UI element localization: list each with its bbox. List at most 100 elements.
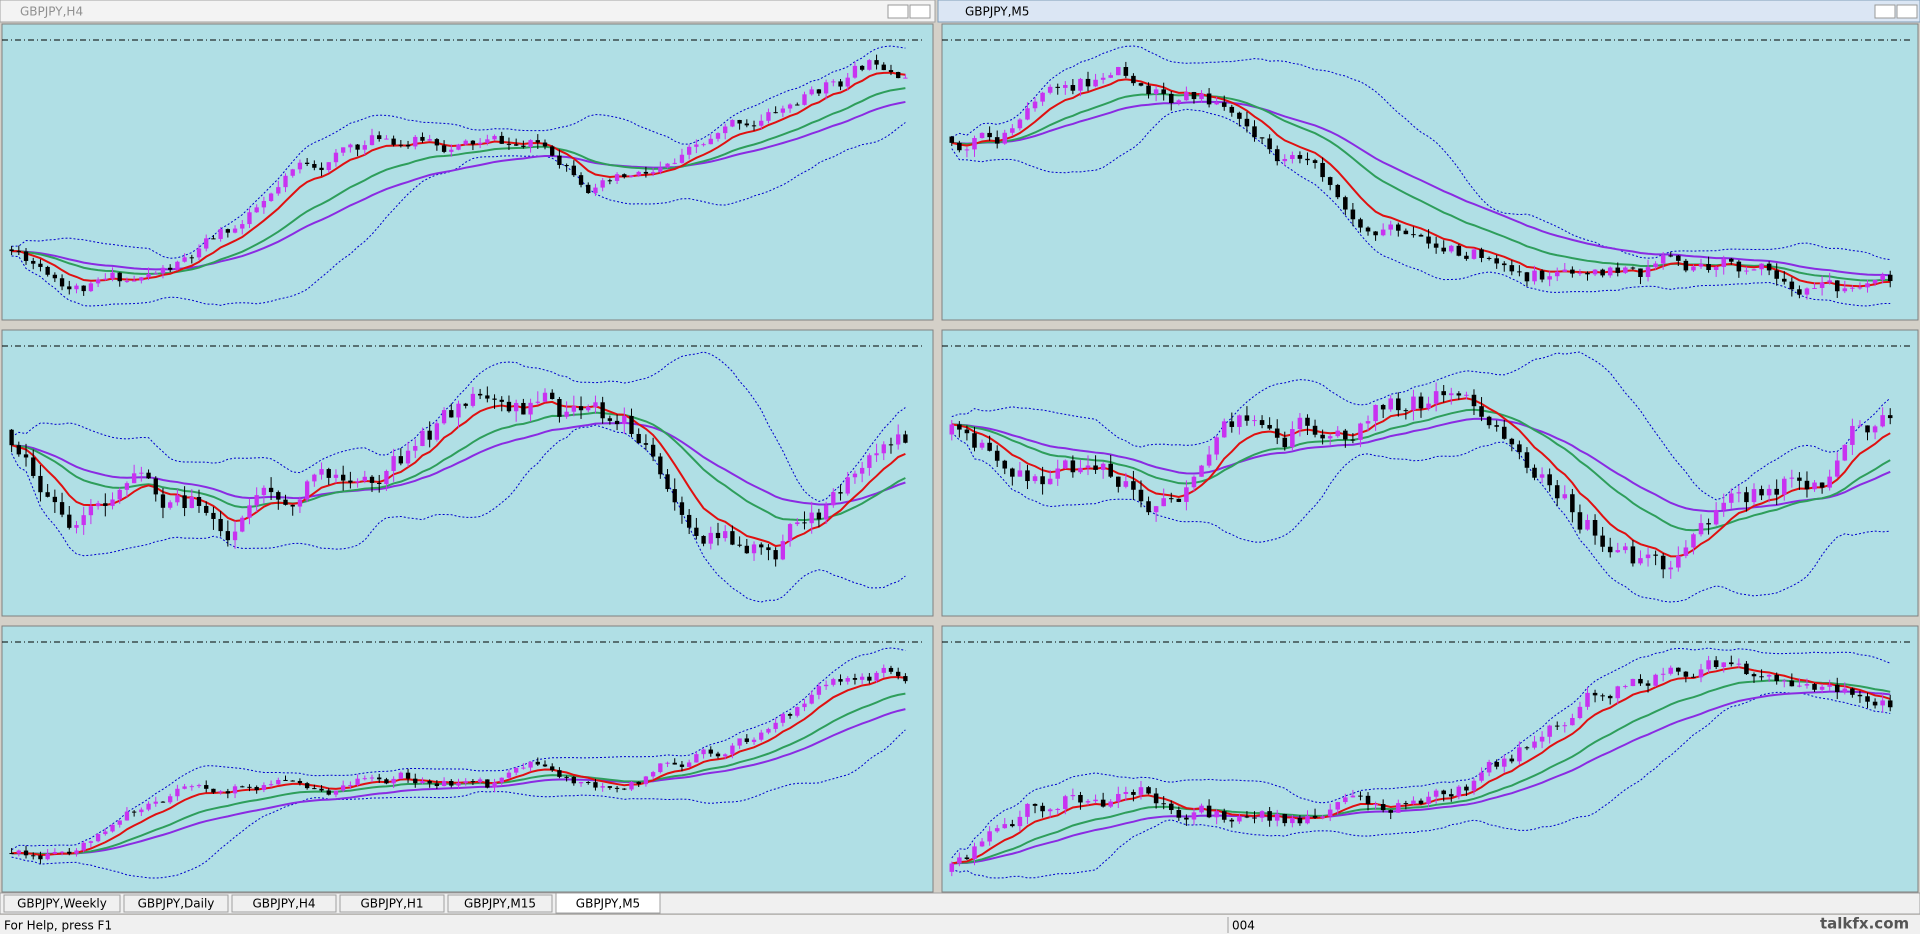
- candle-body: [1025, 108, 1030, 120]
- candle-body: [362, 145, 367, 150]
- candle-body: [1312, 425, 1318, 435]
- candle-body: [218, 518, 223, 532]
- candle-body: [1592, 520, 1598, 536]
- tab[interactable]: [123, 894, 229, 913]
- tab[interactable]: [447, 894, 553, 913]
- candle-body: [261, 487, 267, 496]
- candle-body: [1002, 132, 1008, 144]
- candle-body: [377, 777, 382, 780]
- candle-body: [679, 154, 685, 163]
- candle-body: [650, 172, 656, 174]
- candle-body: [816, 512, 822, 520]
- candle-body: [972, 433, 977, 448]
- tab-label[interactable]: GBPJPY,H4: [252, 897, 315, 911]
- candle-body: [629, 415, 634, 434]
- candle-body: [1887, 700, 1893, 708]
- tab[interactable]: [555, 892, 661, 914]
- candle-body: [1630, 267, 1636, 269]
- candle-body: [1638, 558, 1643, 564]
- tab-label[interactable]: GBPJPY,Weekly: [17, 897, 107, 911]
- candle-body: [1789, 680, 1795, 687]
- candle-body: [1017, 119, 1023, 129]
- candle-body: [1146, 787, 1151, 794]
- tab-label[interactable]: GBPJPY,H1: [360, 897, 423, 911]
- tab-label[interactable]: GBPJPY,Daily: [138, 897, 215, 911]
- tab-label[interactable]: GBPJPY,M5: [576, 897, 640, 911]
- tab[interactable]: [3, 894, 121, 913]
- candle-body: [1449, 794, 1454, 797]
- candle-body: [949, 863, 955, 872]
- candle-body: [773, 550, 778, 560]
- candle-body: [405, 772, 411, 779]
- tab[interactable]: [339, 894, 445, 913]
- candle-body: [1176, 498, 1182, 502]
- candle-body: [773, 722, 778, 729]
- candle-body: [1002, 824, 1008, 829]
- candle-body: [1244, 415, 1250, 421]
- candle-body: [859, 65, 865, 70]
- candle-body: [1063, 85, 1068, 88]
- candle-body: [499, 135, 504, 144]
- candle-body: [1562, 725, 1568, 727]
- candle-body: [232, 786, 238, 794]
- band-line: [951, 45, 1891, 261]
- candle-body: [867, 60, 872, 70]
- candle-body: [153, 273, 158, 275]
- maximize-button[interactable]: [1896, 4, 1918, 19]
- candle-body: [124, 281, 130, 283]
- candle-body: [979, 442, 985, 448]
- candle-body: [1479, 772, 1484, 781]
- candle-body: [1282, 158, 1288, 162]
- candle-body: [1517, 747, 1522, 762]
- candle-body: [304, 783, 310, 789]
- candle-body: [1577, 512, 1583, 530]
- candle-body: [333, 474, 339, 478]
- candle-body: [384, 779, 389, 784]
- candle-body: [1411, 800, 1416, 804]
- moving-average: [11, 421, 906, 506]
- candle-body: [542, 392, 548, 402]
- candle-body: [1055, 468, 1061, 479]
- candle-body: [665, 163, 670, 168]
- candle-body: [1040, 805, 1045, 812]
- candle-body: [838, 81, 843, 87]
- candle-body: [1517, 444, 1522, 453]
- candle-body: [1570, 717, 1575, 726]
- candle-body: [124, 811, 130, 821]
- moving-average: [11, 411, 906, 522]
- tab-label[interactable]: GBPJPY,M15: [464, 897, 536, 911]
- candle-body: [1600, 269, 1605, 276]
- candle-body: [557, 399, 562, 417]
- candle-body: [283, 779, 288, 781]
- candle-body: [564, 165, 569, 167]
- candle-body: [1282, 437, 1288, 448]
- candle-body: [816, 89, 822, 94]
- candle-body: [1464, 255, 1469, 259]
- candle-body: [521, 767, 526, 769]
- minimize-button[interactable]: [1874, 4, 1896, 19]
- maximize-button[interactable]: [909, 4, 931, 19]
- candle-body: [254, 495, 259, 506]
- candle-body: [470, 393, 476, 406]
- candle-body: [1100, 77, 1106, 80]
- candle-body: [139, 277, 144, 281]
- candle-body: [189, 257, 194, 259]
- candle-body: [1834, 684, 1840, 692]
- candle-body: [557, 155, 562, 166]
- candle-body: [196, 248, 202, 258]
- candle-body: [225, 229, 231, 233]
- candle-body: [521, 145, 526, 147]
- candle-body: [16, 251, 21, 253]
- minimize-button[interactable]: [887, 4, 909, 19]
- candle-body: [795, 707, 800, 716]
- candle-body: [355, 144, 360, 150]
- candle-body: [1774, 674, 1779, 682]
- band-line: [951, 691, 1891, 879]
- candle-body: [1403, 410, 1409, 412]
- candle-body: [434, 783, 440, 787]
- tab[interactable]: [231, 894, 337, 913]
- candle-body: [204, 238, 209, 249]
- candle-body: [52, 496, 58, 503]
- candle-body: [622, 174, 627, 177]
- candle-body: [1706, 264, 1711, 270]
